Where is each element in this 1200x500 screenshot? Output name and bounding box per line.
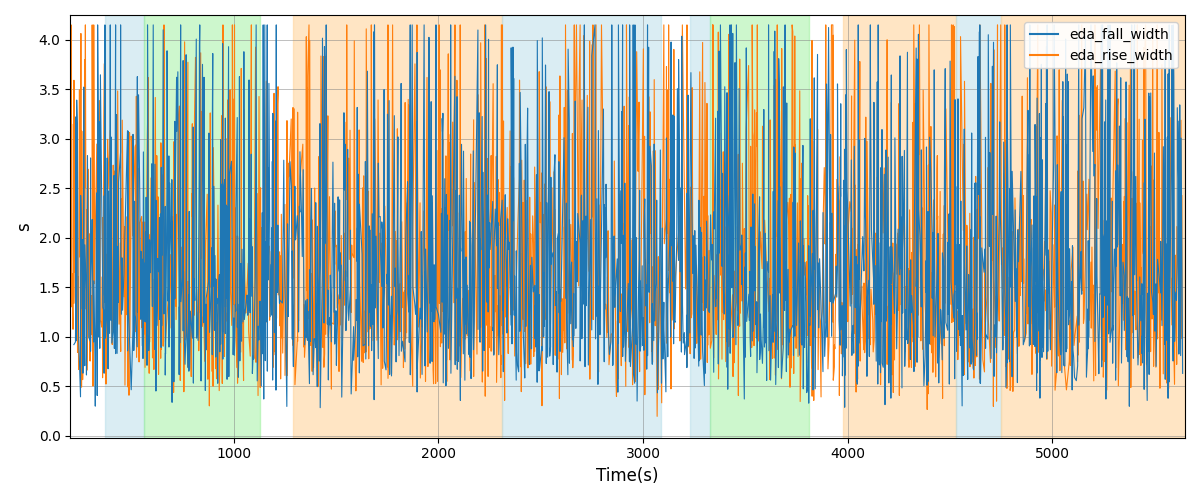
eda_fall_width: [614, 108, 629, 114]
eda_rise_width: [946, 110, 960, 116]
eda_rise_width: [64, 22, 78, 28]
eda_rise_width: [114, 286, 128, 292]
Legend: eda_fall_width, eda_rise_width: eda_fall_width, eda_rise_width: [1025, 22, 1178, 68]
X-axis label: Time(s): Time(s): [596, 467, 659, 485]
Bar: [1001, 15, 1186, 438]
eda_rise_width: [620, 164, 635, 170]
eda_fall_width: [944, 279, 959, 285]
eda_rise_width: [1142, 129, 1157, 135]
Bar: [844, 15, 956, 438]
eda_fall_width: [1144, 90, 1158, 96]
Bar: [710, 15, 809, 438]
Bar: [502, 15, 661, 438]
eda_fall_width: [1176, 370, 1190, 376]
Bar: [144, 15, 260, 438]
Line: eda_rise_width: eda_rise_width: [71, 25, 1182, 416]
eda_fall_width: [313, 404, 328, 410]
Line: eda_fall_width: eda_fall_width: [74, 25, 1183, 407]
eda_fall_width: [115, 307, 130, 313]
eda_rise_width: [64, 304, 78, 310]
eda_fall_width: [90, 22, 104, 28]
eda_rise_width: [1142, 316, 1157, 322]
eda_rise_width: [650, 414, 665, 420]
Bar: [293, 15, 502, 438]
eda_fall_width: [67, 342, 82, 347]
Bar: [106, 15, 144, 438]
Y-axis label: s: s: [16, 222, 34, 230]
eda_fall_width: [1142, 237, 1157, 243]
Bar: [690, 15, 710, 438]
eda_rise_width: [584, 42, 599, 48]
eda_fall_width: [578, 364, 593, 370]
eda_rise_width: [1175, 192, 1189, 198]
Bar: [956, 15, 1001, 438]
